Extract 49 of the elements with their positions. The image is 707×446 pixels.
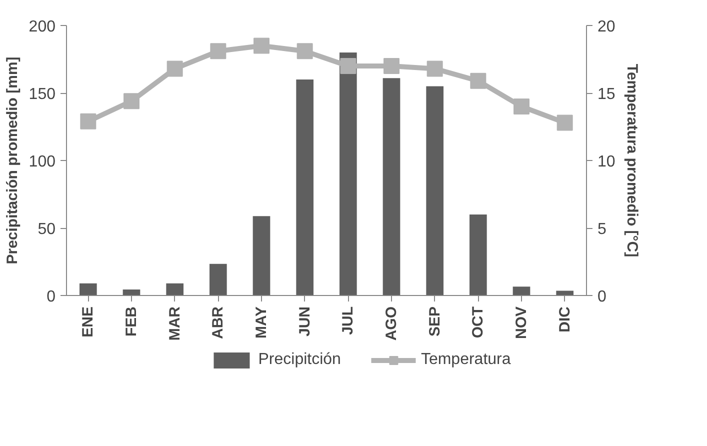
y-tick-label: 50	[38, 221, 56, 238]
legend-label: Temperatura	[420, 351, 511, 369]
y-tick-label: 0	[46, 288, 56, 306]
point	[384, 58, 400, 74]
point	[296, 43, 313, 60]
point	[556, 114, 573, 131]
bar	[80, 283, 97, 296]
bar	[340, 52, 357, 296]
x-tick-label: SEP	[426, 306, 444, 337]
y2-tick-label: 15	[598, 86, 616, 103]
y2-tick-label: 10	[598, 154, 616, 170]
x-tick-label: ABR	[210, 306, 227, 339]
x-tick-label: ENE	[80, 306, 97, 338]
y-axis-title: Precipitación promedio [mm]	[4, 56, 21, 264]
y2-axis-title: Temperatura promedio [°C]	[623, 64, 640, 258]
point	[340, 58, 356, 74]
bar	[166, 283, 184, 296]
point	[470, 72, 486, 89]
x-tick-label: JUN	[296, 306, 314, 337]
bar	[252, 216, 270, 296]
x-tick-label: MAR	[166, 306, 184, 341]
y-tick-label: 200	[28, 18, 56, 36]
x-tick-label: DIC	[556, 306, 574, 332]
x-tick-label: OCT	[470, 306, 487, 338]
y-tick-label: 150	[28, 86, 56, 103]
x-tick-label: FEB	[123, 306, 140, 336]
point	[254, 38, 270, 54]
y2-tick-label: 0	[598, 288, 606, 306]
point	[426, 60, 443, 77]
bar	[512, 286, 530, 296]
point	[124, 93, 140, 110]
y2-tick-label: 5	[598, 221, 606, 238]
x-tick-label: MAY	[253, 306, 270, 338]
bar	[122, 290, 140, 296]
bar	[470, 214, 487, 296]
x-tick-label: JUL	[340, 306, 357, 335]
bar	[382, 78, 400, 296]
point	[514, 98, 530, 114]
bar	[296, 80, 314, 296]
point	[80, 113, 96, 130]
x-tick-label: NOV	[513, 306, 530, 340]
x-tick-label: AGO	[383, 306, 400, 341]
bar	[426, 86, 444, 296]
bar	[210, 264, 227, 296]
y2-tick-label: 20	[598, 18, 616, 36]
legend-label: Precipitción	[258, 351, 341, 369]
y-tick-label: 100	[28, 154, 56, 170]
point	[210, 43, 226, 60]
point	[166, 60, 183, 77]
